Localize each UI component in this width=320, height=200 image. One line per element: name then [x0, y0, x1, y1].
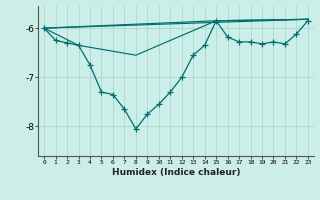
X-axis label: Humidex (Indice chaleur): Humidex (Indice chaleur) [112, 168, 240, 177]
